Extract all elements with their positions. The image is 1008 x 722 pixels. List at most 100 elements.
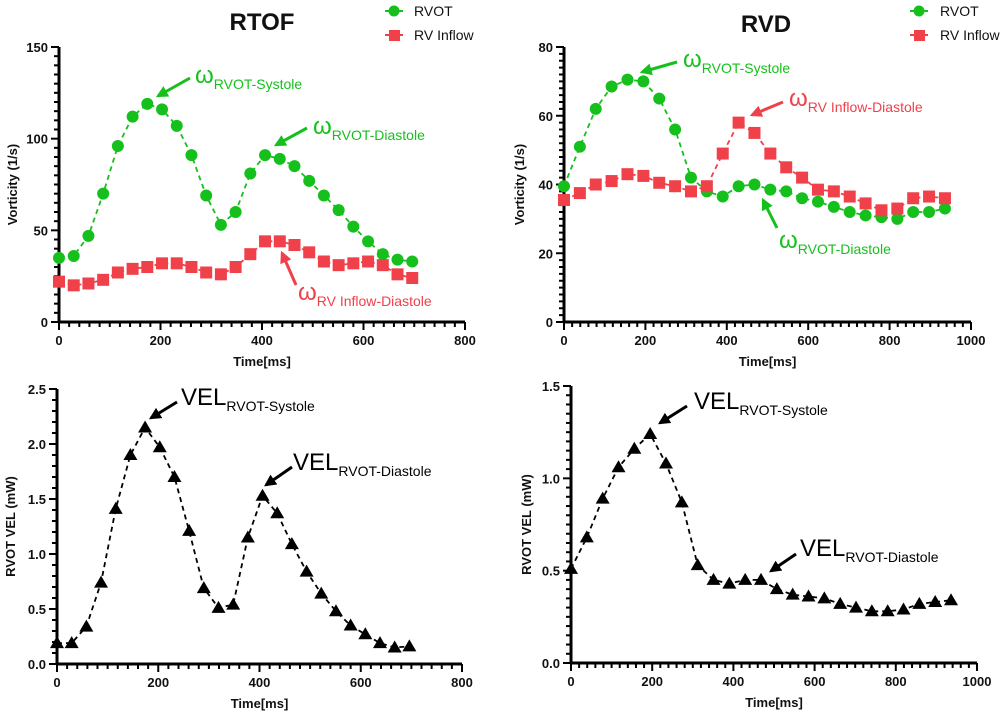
y-axis-title: Vorticity (1/s): [5, 144, 20, 225]
x-tick-label: 400: [716, 333, 738, 348]
chart-title-rvd: RVD: [741, 11, 791, 38]
data-point: [558, 193, 570, 206]
series-rv-inflow: [53, 235, 419, 292]
legend-rvd-rvot-label: RVOT: [940, 3, 979, 19]
data-point: [843, 190, 856, 203]
data-point: [376, 259, 389, 272]
y-tick-label: 0.5: [542, 564, 560, 579]
annotation-rtof-rvot-diastole: ωRVOT-Diastole: [273, 113, 425, 147]
data-point: [362, 255, 375, 268]
data-point: [358, 627, 373, 640]
x-tick-label: 400: [251, 333, 273, 348]
data-point: [896, 602, 911, 615]
data-point: [716, 147, 729, 160]
annotation-arrow: [749, 100, 784, 117]
data-point: [82, 277, 95, 290]
annotation-rtof-rv-inflow-diastole: ωRV Inflow-Diastole: [280, 250, 432, 309]
data-point: [152, 440, 167, 453]
series-rvot: [558, 73, 951, 225]
data-point: [126, 262, 139, 275]
data-point: [182, 523, 197, 536]
data-point: [317, 189, 330, 202]
data-point: [859, 197, 872, 210]
annotation-label: VELRVOT-Systole: [694, 388, 828, 418]
data-point: [669, 180, 682, 193]
data-point: [669, 123, 682, 136]
x-tick-label: 1000: [957, 333, 986, 348]
data-point: [595, 491, 610, 504]
data-point: [170, 257, 183, 270]
data-point: [907, 206, 920, 218]
data-point: [722, 576, 737, 589]
y-tick-label: 2.0: [28, 437, 46, 452]
data-point: [244, 167, 257, 180]
legend-rtof: RVOT RV Inflow: [385, 3, 475, 43]
x-tick-label: 800: [885, 674, 907, 689]
y-axis-title: RVOT VEL (mW): [3, 476, 18, 577]
data-point: [94, 575, 109, 588]
x-tick-label: 600: [804, 674, 826, 689]
annotation-label: ωRVOT-Diastole: [779, 227, 891, 257]
data-point: [780, 161, 793, 174]
data-point: [801, 589, 816, 602]
data-point: [273, 235, 286, 248]
data-point: [347, 257, 360, 270]
data-point: [299, 564, 314, 577]
data-point: [214, 268, 227, 281]
data-point: [328, 604, 343, 617]
data-point: [907, 192, 920, 205]
series-rvot: [53, 97, 419, 268]
data-point: [573, 140, 586, 153]
y-axis-title: RVOT VEL (mW): [519, 474, 534, 575]
data-point: [891, 202, 904, 215]
x-tick-label: 0: [55, 333, 62, 348]
x-axis-title: Time[ms]: [739, 354, 797, 369]
data-point: [288, 239, 301, 251]
data-point: [653, 176, 666, 189]
data-point: [891, 212, 904, 225]
data-point: [79, 619, 94, 632]
data-point: [621, 168, 634, 181]
data-point: [303, 174, 316, 187]
legend-rtof-rvot-marker: [388, 5, 400, 17]
data-point: [97, 273, 110, 286]
data-point: [372, 636, 387, 649]
data-point: [240, 530, 255, 543]
x-axis-title: Time[ms]: [231, 696, 289, 711]
data-point: [111, 266, 124, 279]
data-point: [123, 448, 138, 460]
x-tick-label: 0: [560, 333, 567, 348]
annotation-arrow: [264, 465, 293, 487]
data-point: [928, 595, 943, 608]
annotation-arrow: [273, 126, 308, 147]
data-point: [748, 126, 761, 139]
data-point: [376, 248, 389, 261]
data-point: [653, 92, 666, 105]
data-point: [605, 175, 618, 188]
x-tick-label: 400: [249, 675, 271, 690]
data-point: [270, 506, 285, 519]
annotation-rvd-vel-diastole: VELRVOT-Diastole: [769, 535, 939, 573]
data-point: [811, 183, 824, 196]
series-rv-inflow: [558, 116, 951, 217]
legend-rvd: RVOT RV Inflow: [910, 3, 1001, 43]
data-point: [138, 420, 153, 433]
y-tick-label: 1.5: [28, 492, 46, 507]
annotation-label: VELRVOT-Diastole: [800, 535, 939, 565]
annotation-label: VELRVOT-Diastole: [293, 449, 432, 479]
data-point: [827, 185, 840, 198]
data-point: [659, 456, 674, 469]
data-point: [849, 600, 864, 613]
data-point: [391, 268, 404, 281]
annotation-label: ωRVOT-Systole: [195, 62, 302, 92]
data-point: [748, 178, 761, 191]
annotation-label: ωRV Inflow-Diastole: [789, 85, 923, 115]
y-tick-label: 150: [26, 40, 48, 55]
y-tick-label: 100: [26, 132, 48, 147]
data-point: [738, 572, 753, 585]
data-point: [637, 169, 650, 182]
data-point: [67, 250, 80, 262]
annotation-rtof-vel-systole: VELRVOT-Systole: [148, 384, 315, 420]
chart-title-rtof: RTOF: [230, 9, 295, 36]
